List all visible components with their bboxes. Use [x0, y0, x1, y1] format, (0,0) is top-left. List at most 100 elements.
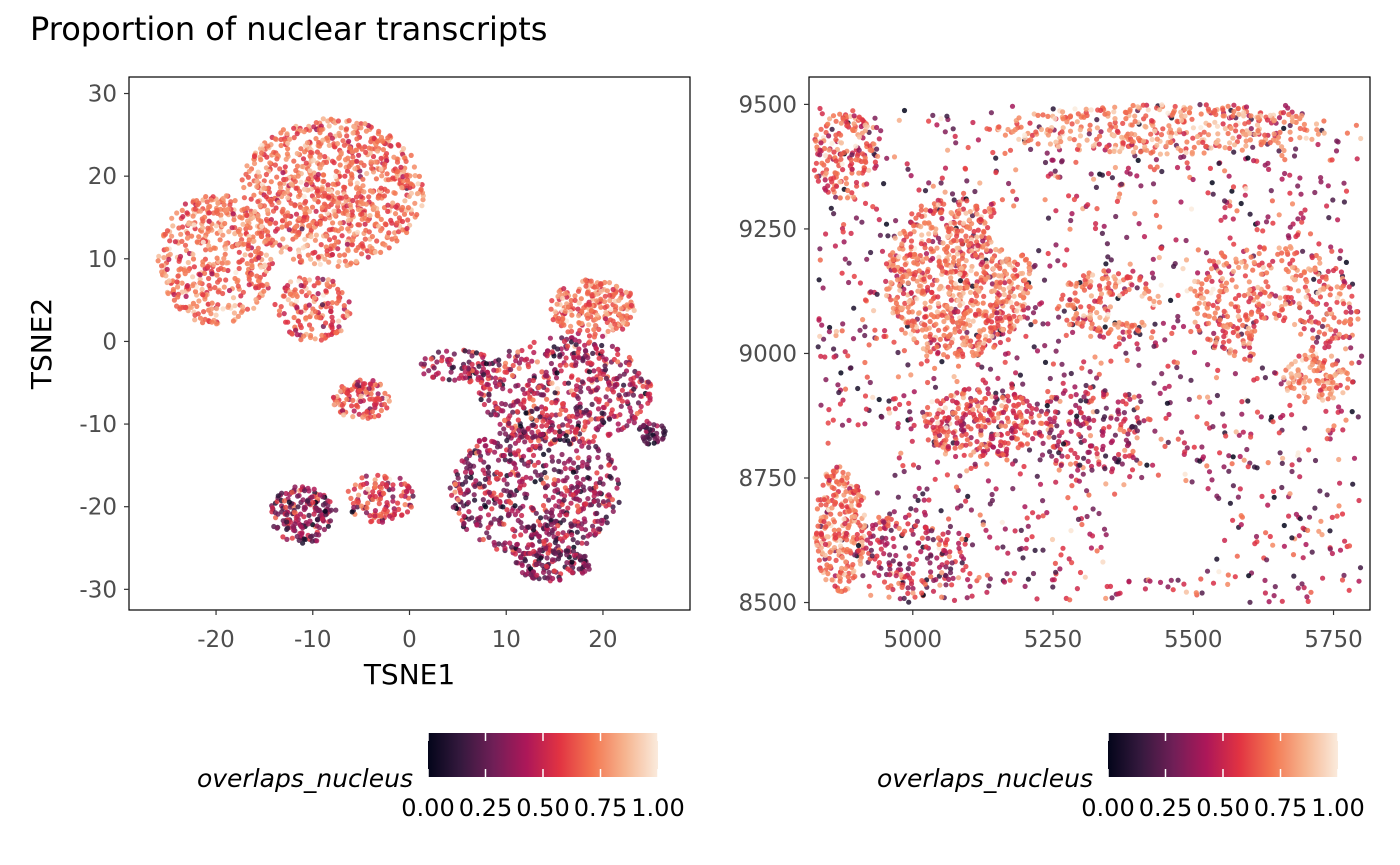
data-point	[585, 496, 591, 502]
data-point	[337, 252, 343, 258]
data-point	[307, 518, 313, 524]
data-point	[862, 332, 868, 339]
data-point	[373, 176, 379, 182]
data-point	[596, 355, 602, 361]
data-point	[552, 539, 558, 546]
data-point	[337, 388, 344, 394]
data-point	[881, 181, 887, 187]
data-point	[305, 252, 311, 258]
data-point	[536, 438, 542, 444]
data-point	[562, 308, 568, 315]
data-point	[1234, 553, 1240, 559]
data-point	[331, 235, 338, 241]
data-point	[428, 356, 434, 362]
data-point	[1005, 337, 1011, 343]
data-point	[491, 367, 497, 373]
data-point	[289, 489, 295, 495]
data-point	[485, 464, 491, 471]
data-point	[255, 213, 261, 219]
data-point	[485, 469, 491, 475]
data-point	[400, 146, 407, 152]
data-point	[340, 210, 346, 216]
data-point	[968, 465, 974, 471]
data-point	[515, 472, 521, 478]
data-point	[1011, 203, 1017, 209]
data-point	[905, 566, 911, 572]
data-point	[1293, 511, 1299, 517]
data-point	[473, 350, 480, 356]
data-point	[364, 170, 370, 177]
data-point	[1338, 408, 1344, 414]
data-point	[449, 492, 455, 498]
data-point	[1220, 121, 1226, 127]
data-point	[372, 481, 378, 487]
data-point	[631, 386, 637, 392]
data-point	[372, 159, 378, 165]
data-point	[1150, 329, 1156, 335]
data-point	[932, 365, 938, 371]
data-point	[599, 410, 605, 416]
data-point	[233, 269, 239, 276]
data-point	[265, 143, 271, 149]
data-point	[404, 229, 410, 236]
data-point	[1210, 191, 1216, 197]
data-point	[1044, 509, 1050, 516]
data-point	[862, 297, 869, 303]
data-point	[400, 178, 406, 184]
data-point	[911, 389, 917, 395]
data-point	[343, 194, 349, 200]
data-point	[431, 365, 437, 371]
data-point	[885, 233, 891, 239]
data-point	[190, 256, 197, 262]
data-point	[522, 357, 528, 363]
data-point	[662, 428, 668, 434]
data-point	[1235, 494, 1241, 500]
data-point	[1067, 226, 1073, 232]
data-point	[287, 291, 293, 297]
data-point	[879, 414, 885, 420]
data-point	[246, 282, 252, 288]
data-point	[569, 312, 575, 318]
data-point	[283, 156, 289, 162]
data-point	[267, 221, 273, 227]
data-point	[1299, 581, 1305, 587]
data-point	[1262, 577, 1268, 584]
data-point	[439, 358, 445, 364]
data-point	[494, 469, 500, 475]
data-point	[313, 505, 319, 511]
data-point	[1226, 453, 1232, 459]
data-point	[305, 176, 311, 182]
data-point	[516, 427, 522, 433]
data-point	[1222, 198, 1228, 204]
data-point	[402, 481, 408, 487]
data-point	[908, 372, 914, 378]
data-point	[611, 292, 617, 298]
data-point	[481, 401, 487, 408]
data-point	[385, 208, 391, 214]
data-point	[184, 210, 190, 216]
data-point	[492, 449, 498, 455]
data-point	[169, 233, 175, 239]
data-point	[1339, 577, 1346, 583]
data-point	[382, 506, 388, 512]
data-point	[260, 283, 266, 289]
data-point	[318, 213, 324, 219]
data-point	[848, 230, 854, 236]
x-tick-label: 10	[492, 627, 521, 653]
data-point	[1175, 577, 1181, 583]
data-point	[510, 362, 516, 369]
data-point	[486, 392, 492, 398]
data-point	[1142, 586, 1148, 592]
data-point	[211, 262, 217, 268]
data-point	[963, 498, 969, 504]
data-point	[236, 229, 242, 235]
data-point	[1276, 212, 1282, 218]
data-point	[1306, 447, 1312, 453]
data-point	[587, 339, 593, 345]
data-point	[1045, 321, 1051, 327]
data-point	[979, 364, 985, 370]
data-point	[568, 374, 575, 380]
data-point	[171, 297, 177, 303]
data-point	[555, 531, 561, 537]
data-point	[553, 375, 560, 381]
